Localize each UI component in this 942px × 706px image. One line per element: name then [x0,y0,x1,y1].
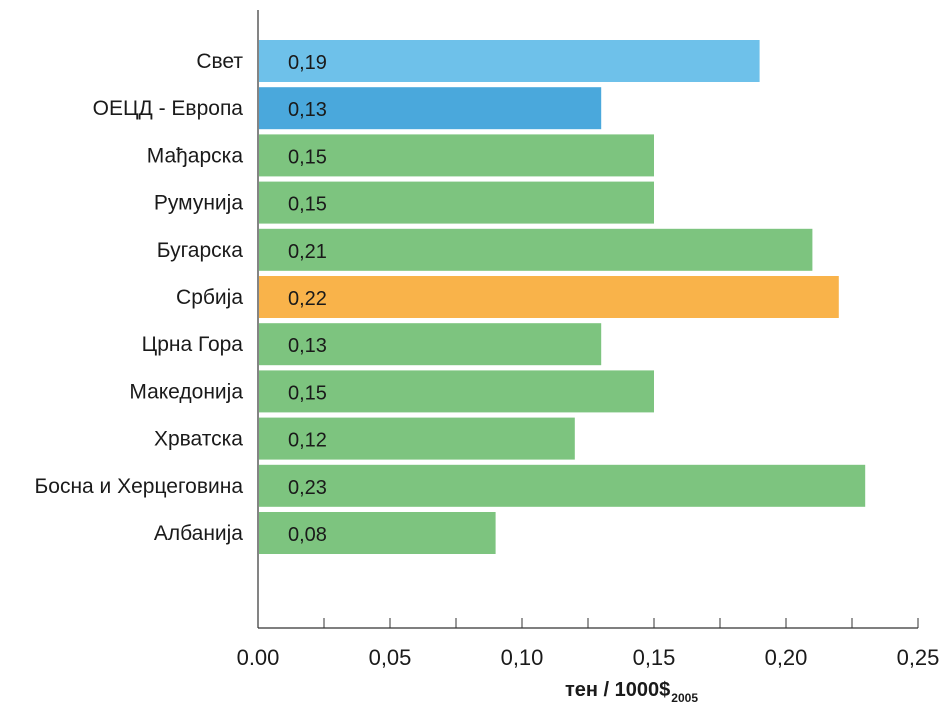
category-label: Црна Гора [142,333,244,356]
x-tick-label: 0,25 [897,645,940,670]
category-label: Свет [196,50,243,73]
x-tick-label: 0.00 [237,645,280,670]
data-label: 0,21 [288,241,327,263]
data-label: 0,22 [288,288,327,310]
bar [259,276,839,318]
bar [259,134,654,177]
data-label: 0,15 [288,194,327,216]
data-label: 0,15 [288,146,327,168]
data-label: 0,13 [288,99,327,121]
data-label: 0,13 [288,335,327,357]
x-tick-label: 0,15 [633,645,676,670]
x-axis-title: тен / 1000$ [565,679,670,701]
category-label: Босна и Херцеговина [34,475,243,498]
category-label: Мађарска [147,144,244,167]
bar [259,40,760,82]
category-label: Румунија [154,192,243,215]
bar [259,181,654,224]
bar [259,417,575,460]
category-label: Македонија [129,380,243,403]
bar [259,370,654,413]
x-tick-label: 0,05 [369,645,412,670]
data-label: 0,23 [288,477,327,499]
category-label: Хрватска [154,428,243,451]
bar [259,87,602,130]
bar [259,323,602,366]
x-tick-label: 0,20 [765,645,808,670]
category-label: Бугарска [157,239,244,262]
category-label: Албанија [154,522,243,545]
data-label: 0,19 [288,52,327,74]
bar [259,464,866,507]
data-label: 0,08 [288,524,327,546]
bar [259,512,496,554]
category-label: Србија [176,286,243,309]
data-label: 0,15 [288,382,327,404]
category-label: ОЕЦД - Европа [93,97,244,120]
bar [259,228,813,271]
x-tick-label: 0,10 [501,645,544,670]
x-axis-title-subscript: 2005 [671,691,698,705]
data-label: 0,12 [288,430,327,452]
